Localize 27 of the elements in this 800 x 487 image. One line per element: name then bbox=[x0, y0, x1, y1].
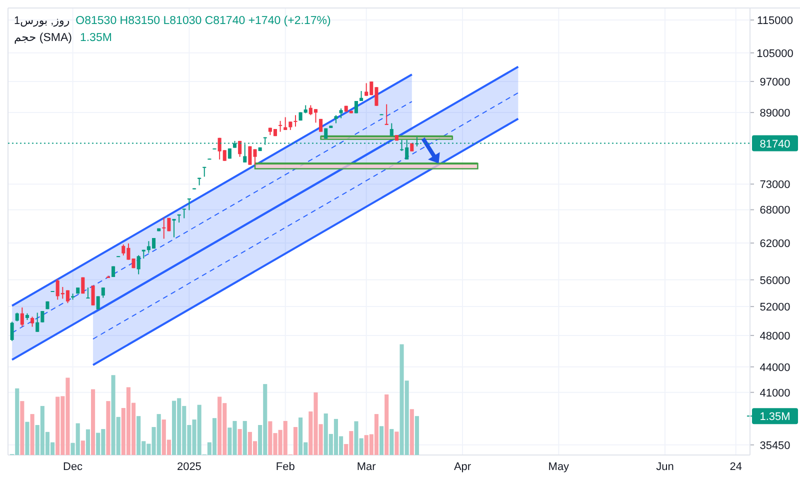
y-tick-label: 105000 bbox=[756, 48, 794, 60]
y-tick-label: 41000 bbox=[760, 387, 790, 400]
y2-tick-label: 1.35M bbox=[760, 411, 790, 424]
y-tick-label: 44000 bbox=[760, 362, 790, 374]
x-tick-label: May bbox=[548, 461, 570, 473]
y-tick-label: 35450 bbox=[760, 440, 790, 452]
y-tick-label: 97000 bbox=[760, 76, 790, 88]
y-tick-label: 62000 bbox=[760, 238, 790, 250]
x-tick-label: Jun bbox=[656, 461, 674, 473]
x-tick-label: Dec bbox=[63, 461, 84, 473]
x-tick-label: Apr bbox=[454, 461, 472, 473]
x-tick-label: 2025 bbox=[176, 461, 202, 473]
y-tick-label: 89000 bbox=[760, 108, 790, 120]
annotation: حجم (SMA) bbox=[14, 32, 72, 44]
y-tick-label: 73000 bbox=[760, 179, 790, 192]
x-tick-label: Mar bbox=[356, 461, 376, 473]
y-tick-label: 56000 bbox=[760, 274, 790, 287]
x-tick-label: Feb bbox=[276, 461, 295, 473]
y-tick-label: 52000 bbox=[760, 302, 790, 314]
y-tick-label: 48000 bbox=[760, 330, 790, 342]
text: O81530 H83150 L81030 C81740 +1740 (+2.17%) bbox=[76, 15, 331, 27]
y-tick-label: 68000 bbox=[760, 204, 790, 217]
text: 1روز, بورس bbox=[14, 15, 70, 27]
x-tick-label: 24 bbox=[730, 461, 742, 473]
ref-line-label: 81740 bbox=[760, 138, 790, 150]
y-tick-label: 115000 bbox=[757, 15, 793, 28]
annotation: 1.35M bbox=[80, 32, 112, 44]
